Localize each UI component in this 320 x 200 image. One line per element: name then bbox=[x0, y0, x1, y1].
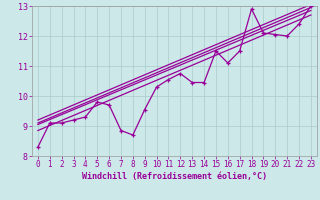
X-axis label: Windchill (Refroidissement éolien,°C): Windchill (Refroidissement éolien,°C) bbox=[82, 172, 267, 181]
